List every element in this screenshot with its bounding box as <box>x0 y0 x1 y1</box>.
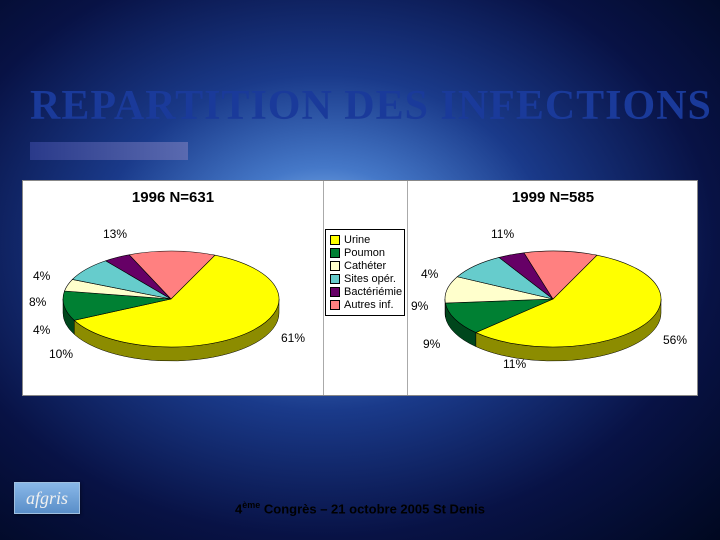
footer-rest: Congrès – 21 octobre 2005 St Denis <box>260 501 485 516</box>
legend-row: Cathéter <box>330 260 400 272</box>
legend-row: Autres inf. <box>330 299 400 311</box>
legend-label: Urine <box>344 234 370 246</box>
pie-slice-label: 4% <box>33 269 50 283</box>
title-underline <box>30 142 188 160</box>
legend: UrinePoumonCathéterSites opér.Bactériémi… <box>325 229 405 316</box>
legend-swatch <box>330 287 340 297</box>
pie-slice-label: 8% <box>29 295 46 309</box>
legend-label: Autres inf. <box>344 299 394 311</box>
legend-label: Sites opér. <box>344 273 396 285</box>
pie-slice-label: 9% <box>423 337 440 351</box>
pie-slice-label: 10% <box>49 347 73 361</box>
legend-swatch <box>330 274 340 284</box>
pie-1999 <box>407 181 699 397</box>
legend-label: Bactériémie <box>344 286 402 298</box>
pie-slice-label: 11% <box>491 227 514 241</box>
chart-panel: 1996 N=631 61%10%4%8%4%13% UrinePoumonCa… <box>22 180 698 396</box>
legend-label: Poumon <box>344 247 385 259</box>
chart-1999: 1999 N=585 56%11%9%9%4%11% <box>407 181 699 395</box>
footer: 4ème Congrès – 21 octobre 2005 St Denis <box>0 500 720 516</box>
legend-row: Bactériémie <box>330 286 400 298</box>
legend-swatch <box>330 261 340 271</box>
legend-label: Cathéter <box>344 260 386 272</box>
pie-slice-label: 11% <box>503 357 526 371</box>
pie-1996 <box>23 181 323 397</box>
pie-slice-label: 4% <box>33 323 50 337</box>
pie-slice-label: 13% <box>103 227 127 241</box>
panel-divider-1 <box>323 181 324 395</box>
footer-sup: ème <box>242 500 260 510</box>
legend-swatch <box>330 300 340 310</box>
legend-swatch <box>330 235 340 245</box>
pie-slice-label: 4% <box>421 267 438 281</box>
legend-row: Urine <box>330 234 400 246</box>
chart-1996: 1996 N=631 61%10%4%8%4%13% <box>23 181 323 395</box>
slide-title: REPARTITION DES INFECTIONS <box>30 82 712 130</box>
legend-row: Poumon <box>330 247 400 259</box>
pie-slice-label: 61% <box>281 331 305 345</box>
legend-row: Sites opér. <box>330 273 400 285</box>
pie-slice-label: 56% <box>663 333 687 347</box>
pie-slice-label: 9% <box>411 299 428 313</box>
legend-swatch <box>330 248 340 258</box>
